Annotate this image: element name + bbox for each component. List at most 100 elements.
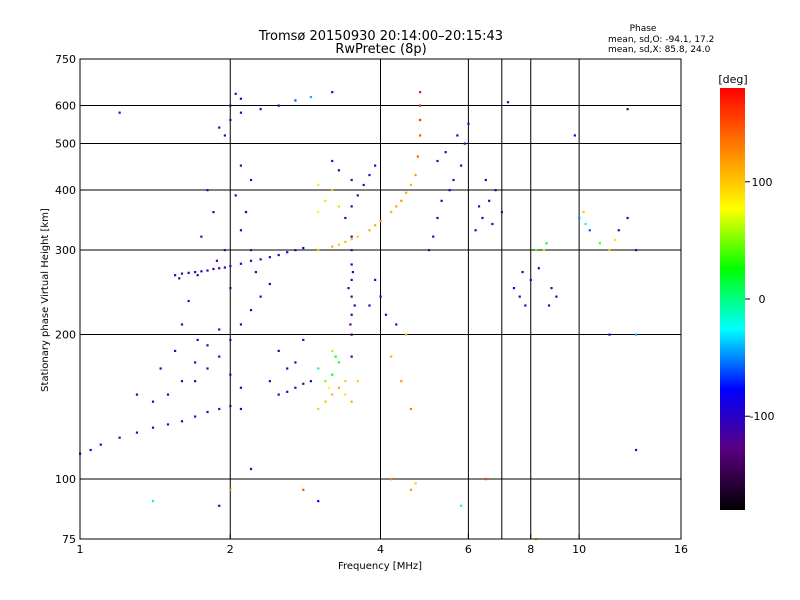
data-point [239, 386, 243, 389]
data-point [206, 189, 209, 192]
data-point [196, 274, 199, 277]
data-point [524, 304, 527, 307]
data-point [634, 249, 638, 252]
data-point [573, 134, 576, 137]
data-point [481, 216, 484, 220]
data-point [542, 249, 546, 252]
data-point [379, 219, 382, 223]
data-point [353, 304, 356, 307]
grid [80, 59, 681, 539]
data-point [180, 272, 184, 275]
data-point [234, 92, 237, 95]
data-point [239, 262, 243, 265]
data-point [286, 390, 289, 393]
data-point [118, 436, 121, 439]
data-point [239, 229, 243, 232]
data-point [99, 443, 102, 446]
data-point [351, 270, 354, 274]
data-point [506, 101, 510, 104]
data-point [268, 256, 271, 259]
data-point [212, 267, 215, 271]
data-point [239, 97, 243, 100]
data-point [477, 205, 481, 208]
data-point [535, 249, 538, 252]
data-point [634, 333, 638, 336]
data-point [223, 249, 226, 252]
x-tick-label: 1 [77, 543, 84, 556]
data-point [234, 194, 237, 197]
data-point [350, 278, 353, 282]
data-point [349, 323, 352, 326]
data-point [331, 393, 334, 396]
data-point [317, 211, 320, 214]
y-tick-label: 200 [55, 329, 76, 342]
data-point [617, 229, 620, 232]
data-point [344, 393, 347, 396]
y-ticks: 75 100 200 300 400 500 600 750 [55, 53, 85, 546]
data-point [331, 91, 334, 94]
data-point [331, 159, 334, 163]
x-tick-label: 10 [572, 543, 586, 556]
y-tick-label: 100 [55, 473, 76, 486]
data-point [400, 199, 403, 202]
x-tick-label: 6 [465, 543, 472, 556]
chart-subtitle: RwPretec (8p) [335, 42, 426, 57]
data-point [379, 295, 382, 298]
data-point [626, 216, 629, 220]
data-point [166, 423, 170, 426]
data-point [347, 287, 350, 290]
data-point [350, 249, 353, 252]
data-point [456, 134, 459, 137]
data-point [350, 355, 353, 358]
data-point [337, 169, 341, 172]
data-point [350, 313, 353, 316]
data-point [626, 108, 629, 111]
data-point [206, 410, 209, 414]
data-point [218, 407, 221, 411]
data-point [254, 270, 257, 274]
data-point [194, 380, 197, 383]
phase-info-o: mean, sd,O: -94.1, 17.2 [608, 35, 714, 45]
data-point [166, 393, 170, 396]
y-tick-label: 600 [55, 100, 76, 113]
data-point [229, 404, 232, 408]
data-point [427, 249, 431, 252]
x-tick-label: 4 [377, 543, 384, 556]
data-point [440, 199, 443, 202]
data-point [409, 183, 412, 187]
data-point [151, 400, 155, 403]
data-point [337, 386, 341, 389]
data-point [368, 173, 371, 177]
data-point [302, 338, 305, 342]
phase-info-heading: Phase [630, 24, 657, 34]
data-point [294, 249, 297, 252]
data-point [362, 183, 365, 187]
colorbar-ticks: 100 0 -100 [745, 176, 774, 423]
data-point [419, 91, 422, 94]
data-point [608, 249, 611, 252]
data-point [444, 151, 447, 154]
data-point [334, 355, 337, 358]
data-point [194, 361, 197, 364]
y-tick-label: 75 [62, 533, 76, 546]
data-point [218, 504, 221, 507]
data-point [374, 224, 377, 227]
data-point [484, 478, 487, 481]
data-point [488, 199, 491, 202]
data-point [239, 111, 243, 114]
colorbar-tick-label: -100 [750, 410, 775, 423]
data-point [350, 178, 353, 182]
data-point [317, 499, 320, 503]
data-point [432, 235, 435, 238]
data-point [494, 189, 497, 192]
data-point [521, 270, 524, 274]
data-point [229, 338, 232, 342]
data-point [317, 407, 320, 411]
data-point [317, 249, 320, 252]
data-point [390, 478, 393, 481]
data-point [368, 229, 371, 232]
data-point [286, 367, 289, 370]
data-point [350, 238, 353, 241]
x-ticks: 1 2 4 6 8 10 16 [77, 534, 688, 556]
